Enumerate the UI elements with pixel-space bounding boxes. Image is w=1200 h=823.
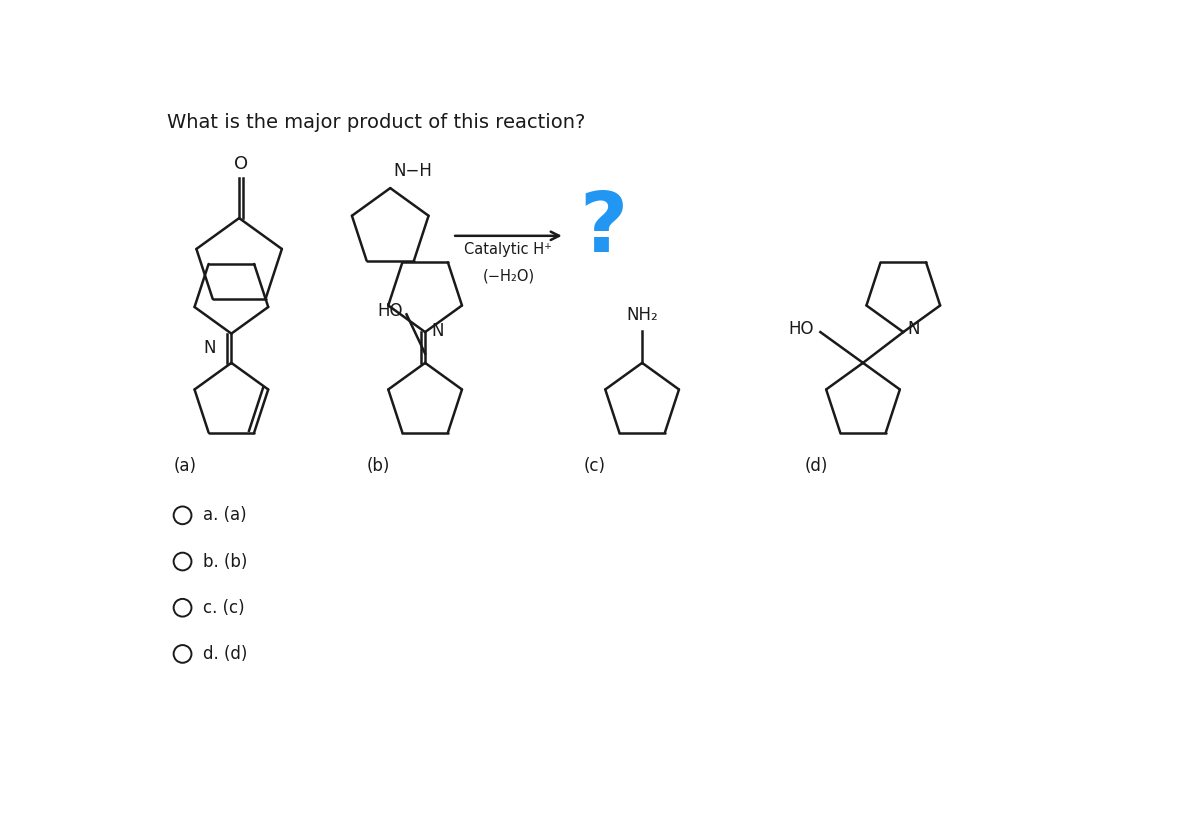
Text: (b): (b)	[367, 457, 390, 475]
Text: (c): (c)	[584, 457, 606, 475]
Text: N−H: N−H	[394, 162, 432, 180]
Text: HO: HO	[377, 301, 402, 319]
Text: HO: HO	[788, 320, 814, 338]
Text: O: O	[234, 156, 248, 174]
Text: d. (d): d. (d)	[203, 645, 247, 663]
Text: NH₂: NH₂	[626, 306, 658, 324]
Text: (−H₂O): (−H₂O)	[482, 268, 534, 283]
Text: N: N	[907, 320, 919, 338]
Text: N: N	[203, 339, 216, 357]
Text: What is the major product of this reaction?: What is the major product of this reacti…	[167, 113, 586, 132]
Text: b. (b): b. (b)	[203, 552, 247, 570]
Text: N: N	[431, 322, 444, 340]
Text: (d): (d)	[805, 457, 828, 475]
Text: c. (c): c. (c)	[203, 598, 245, 616]
Text: Catalytic H⁺: Catalytic H⁺	[464, 242, 552, 257]
Text: a. (a): a. (a)	[203, 506, 246, 524]
Text: (a): (a)	[173, 457, 197, 475]
Text: ?: ?	[580, 188, 628, 268]
